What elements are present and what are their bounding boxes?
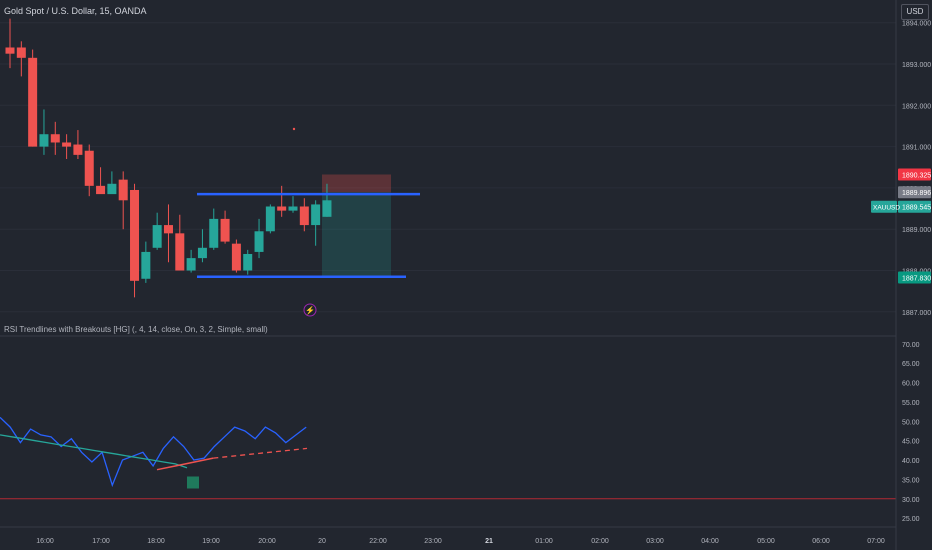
- take-profit-zone: [322, 192, 391, 278]
- rsi-uptrend-line: [156, 457, 214, 471]
- candle-body: [73, 144, 83, 155]
- rsi-tick-label: 55.00: [902, 400, 920, 407]
- rsi-tick-label: 35.00: [902, 477, 920, 484]
- candle-body: [62, 142, 72, 147]
- time-tick-label: 05:00: [757, 538, 775, 545]
- candle-body: [231, 243, 241, 271]
- price-tick-label: 1887.000: [902, 310, 931, 317]
- candle-body: [130, 189, 140, 281]
- rsi-tick-label: 50.00: [902, 419, 920, 426]
- price-tick-label: 1893.000: [902, 62, 931, 69]
- indicator-title[interactable]: RSI Trendlines with Breakouts [HG] (, 4,…: [4, 325, 268, 334]
- candle-body: [16, 47, 26, 58]
- channel-lines: [197, 192, 420, 278]
- lightning-icon[interactable]: [303, 303, 317, 317]
- candle-body: [5, 47, 15, 54]
- rsi-tick-label: 40.00: [902, 458, 920, 465]
- price-label-text: 1889.545: [902, 205, 931, 212]
- candle-body: [175, 233, 185, 271]
- rsi-tick-label: 60.00: [902, 381, 920, 388]
- currency-button[interactable]: USD: [901, 4, 929, 20]
- candle-body: [163, 225, 173, 234]
- candle-body: [277, 206, 287, 211]
- time-tick-label: 20:00: [258, 538, 276, 545]
- candle-body: [311, 204, 321, 226]
- time-tick-label: 02:00: [591, 538, 609, 545]
- breakout-marker: [187, 476, 199, 489]
- rsi-tick-label: 45.00: [902, 439, 920, 446]
- candle-body: [152, 225, 162, 248]
- rsi-line: [0, 416, 307, 488]
- price-label-text: 1890.325: [902, 172, 931, 179]
- candle-body: [141, 251, 151, 279]
- price-tick-label: 1892.000: [902, 103, 931, 110]
- symbol-title: Gold Spot / U.S. Dollar, 15, OANDA: [4, 6, 147, 16]
- time-tick-label: 04:00: [701, 538, 719, 545]
- candle-body: [243, 253, 253, 271]
- time-tick-label: 16:00: [36, 538, 54, 545]
- time-tick-label: 22:00: [369, 538, 387, 545]
- time-tick-label: 23:00: [424, 538, 442, 545]
- price-tick-label: 1889.000: [902, 227, 931, 234]
- price-label-text: 1889.896: [902, 190, 931, 197]
- time-tick-label: 18:00: [147, 538, 165, 545]
- lightning-glyph: ⚡: [305, 305, 315, 315]
- symbol-label-text: XAUUSD: [873, 205, 900, 212]
- time-tick-label: 19:00: [202, 538, 220, 545]
- chart-markers: ⚡: [292, 127, 317, 317]
- candle-body: [28, 57, 38, 147]
- candle-body: [288, 206, 298, 211]
- candle-body: [118, 179, 128, 201]
- price-label-text: 1887.830: [902, 276, 931, 283]
- candle-body: [220, 218, 230, 242]
- rsi-downtrend-line: [0, 434, 188, 469]
- time-tick-label: 17:00: [92, 538, 110, 545]
- candle-body: [39, 134, 49, 147]
- time-tick-label: 03:00: [646, 538, 664, 545]
- price-label-box: [898, 186, 931, 199]
- candlestick-series: [5, 18, 332, 298]
- rsi-uptrend-projection: [213, 447, 308, 459]
- price-label-box: [898, 271, 931, 284]
- rsi-tick-label: 65.00: [902, 361, 920, 368]
- rsi-tick-label: 25.00: [902, 516, 920, 523]
- symbol-label-box: [871, 200, 897, 213]
- rsi-tick-label: 70.00: [902, 342, 920, 349]
- candle-body: [322, 200, 332, 217]
- price-label-box: [898, 168, 931, 181]
- position-zones: [322, 174, 391, 278]
- time-tick-label: 01:00: [535, 538, 553, 545]
- rsi-tick-label: 30.00: [902, 497, 920, 504]
- time-tick-label: 21: [485, 538, 493, 545]
- candle-body: [299, 206, 309, 226]
- price-label-box: [898, 200, 931, 213]
- candle-body: [265, 206, 275, 232]
- time-tick-label: 20: [318, 538, 326, 545]
- candle-body: [107, 183, 117, 195]
- candle-body: [84, 150, 94, 186]
- rsi-oscillator: [0, 416, 308, 489]
- candle-body: [186, 258, 196, 271]
- candle-body: [209, 218, 219, 248]
- candle-body: [96, 185, 106, 195]
- time-tick-label: 06:00: [812, 538, 830, 545]
- price-tick-label: 1891.000: [902, 145, 931, 152]
- candle-body: [50, 134, 60, 143]
- time-tick-label: 07:00: [867, 538, 885, 545]
- stop-loss-zone: [322, 174, 391, 193]
- price-tick-label: 1894.000: [902, 21, 931, 28]
- candle-body: [254, 231, 264, 252]
- candle-body: [197, 247, 207, 259]
- signal-dot: [292, 127, 296, 131]
